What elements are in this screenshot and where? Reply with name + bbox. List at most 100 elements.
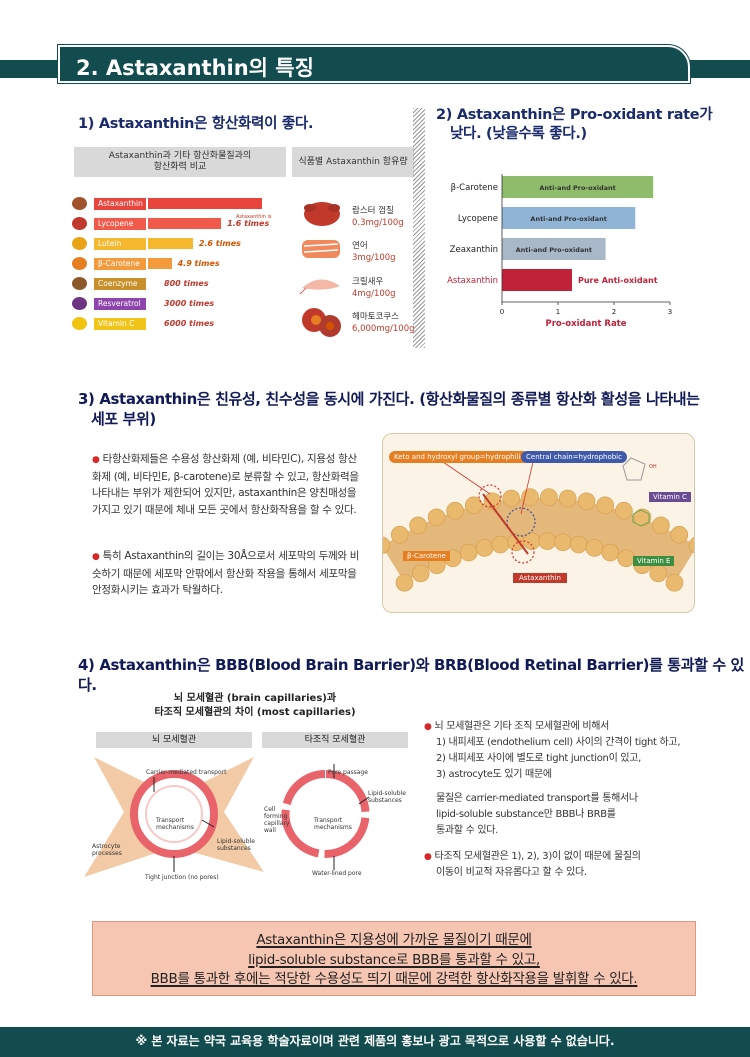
sec2-title-line1: 2) Astaxanthin은 Pro-oxidant rate가 bbox=[436, 107, 713, 123]
food-name: 헤마토코쿠스 bbox=[352, 312, 399, 322]
membrane-diagram: OH Keto and hydroxyl group=hydrophilic C… bbox=[382, 433, 695, 613]
lipid-head bbox=[521, 488, 539, 506]
other-capillary-ring bbox=[281, 770, 370, 858]
antioxidant-bar bbox=[148, 258, 172, 269]
lbl-text: substances bbox=[368, 797, 402, 804]
compare-header: Astaxanthin과 기타 항산화물질과의 항산화력 비교 bbox=[74, 147, 286, 177]
compare-header-line2: 항산화력 비교 bbox=[153, 162, 207, 172]
food-amount: 6,000mg/100g bbox=[352, 324, 415, 334]
lipid-head bbox=[411, 564, 430, 583]
antioxidant-bar bbox=[148, 198, 263, 209]
lbl-text: Transport bbox=[156, 817, 185, 824]
bbb-line4: 물질은 carrier-mediated transport를 통해서나 bbox=[436, 793, 638, 804]
antioxidant-value: 6000 times bbox=[164, 319, 215, 328]
bbb-line2: 2) 내피세포 사이에 별도로 tight junction이 있고, bbox=[436, 753, 642, 764]
label-keto: Keto and hydroxyl group=hydrophilic bbox=[389, 451, 530, 463]
lipid-head bbox=[464, 496, 483, 515]
label-vitamin-c: Vitamin C bbox=[649, 492, 691, 502]
lipid-head bbox=[670, 525, 689, 544]
pro-oxidant-bar bbox=[502, 176, 654, 198]
lbl-water: Water-lined pore bbox=[312, 870, 362, 877]
astaxanthin-molecule bbox=[482, 493, 529, 555]
lipid-head bbox=[483, 492, 502, 511]
antioxidant-label: Lycopene bbox=[94, 218, 146, 230]
lipid-head bbox=[601, 543, 620, 562]
bar-data-label: Anti-and Pro-oxidant bbox=[530, 215, 606, 223]
lipid-head bbox=[502, 489, 521, 508]
lbl-text: substances bbox=[217, 845, 251, 852]
bar-data-label: Anti-and Pro-oxidant bbox=[516, 246, 592, 254]
lbl-pore: Pore passage bbox=[328, 769, 368, 776]
vitamin-c-structure-icon: OH bbox=[622, 457, 657, 481]
keto-circle bbox=[478, 484, 502, 508]
antioxidant-value: 1.6 times bbox=[227, 219, 270, 228]
antioxidant-image bbox=[72, 217, 87, 230]
x-axis-title: Pro-oxidant Rate bbox=[545, 319, 626, 329]
lbl-carrier: Carrier-mediated transport bbox=[146, 769, 227, 776]
bar-data-label: Anti-and Pro-oxidant bbox=[539, 184, 615, 192]
lipid-head bbox=[585, 539, 604, 557]
antioxidant-image bbox=[72, 237, 87, 250]
x-tick-label: 1 bbox=[556, 308, 560, 316]
lipid-head bbox=[459, 543, 478, 562]
category-label: β-Carotene bbox=[451, 183, 498, 193]
antioxidant-label: Vitamin C bbox=[94, 318, 146, 330]
bilayer-band bbox=[383, 498, 694, 582]
lbl-transport-brain: Transport mechanisms bbox=[156, 817, 194, 831]
other-cap-line1: 타조직 모세혈관은 1), 2), 3)이 없이 때문에 물질의 bbox=[434, 851, 641, 862]
antioxidant-image bbox=[72, 257, 87, 270]
lbl-lipid-other: Lipid-soluble substances bbox=[368, 790, 406, 804]
salmon-image bbox=[302, 240, 340, 258]
antioxidant-image bbox=[72, 297, 87, 310]
antioxidant-bar bbox=[148, 238, 193, 249]
sec3-para2: ● 특히 Astaxanthin의 길이는 30Å으로서 세포막의 두께와 비슷… bbox=[92, 548, 364, 599]
capillary-diagram bbox=[84, 757, 370, 877]
sec1-title: 1) Astaxanthin은 항산화력이 좋다. bbox=[78, 116, 314, 132]
food-krill: 크릴새우 4mg/100g bbox=[352, 276, 396, 300]
capillary-figure-title: 뇌 모세혈관 (brain capillaries)과 타조직 모세혈관의 차이… bbox=[120, 692, 390, 720]
other-capillary-header: 타조직 모세혈관 bbox=[262, 732, 408, 748]
lbl-text: mechanisms bbox=[156, 824, 194, 831]
lbl-astrocyte: Astrocyte processes bbox=[92, 843, 122, 857]
bullet-icon: ● bbox=[92, 455, 100, 465]
other-cap-line2: 이동이 비교적 자유롭다고 할 수 있다. bbox=[436, 867, 587, 878]
food-name: 연어 bbox=[352, 241, 368, 251]
food-haematococcus: 헤마토코쿠스 6,000mg/100g bbox=[352, 311, 415, 335]
brain-arrows bbox=[153, 777, 215, 828]
keto-circle-bottom bbox=[511, 540, 535, 564]
pro-oxidant-bar bbox=[502, 207, 636, 229]
sec2-title-line2: 낮다. (낮을수록 좋다.) bbox=[450, 126, 587, 142]
haematococcus-image bbox=[302, 308, 341, 337]
food-illustrations bbox=[299, 202, 341, 337]
compare-header-line1: Astaxanthin과 기타 항산화물질과의 bbox=[108, 151, 252, 161]
bbb-head-row: ● 뇌 모세혈관은 기타 조직 모세혈관에 비해서 bbox=[424, 719, 724, 735]
astax-note: Astaxanthin is bbox=[236, 214, 272, 220]
bullet-icon: ● bbox=[92, 552, 100, 562]
category-label: Zeaxanthin bbox=[450, 245, 498, 255]
pro-oxidant-chart: β-Carotene Anti-and Pro-oxidant Lycopene An… bbox=[447, 174, 672, 329]
conclusion-line2: lipid-soluble substance로 BBB를 통과할 수 있고, bbox=[248, 951, 540, 968]
lbl-text: wall bbox=[264, 827, 276, 834]
sec3-para1: ● 타항산화제들은 수용성 항산화제 (예, 비타민C), 지용성 항산화제 (… bbox=[92, 451, 364, 518]
pointer-lines bbox=[442, 461, 534, 515]
pro-oxidant-bar bbox=[502, 269, 572, 291]
label-astaxanthin: Astaxanthin bbox=[513, 573, 567, 583]
lipid-head bbox=[558, 489, 577, 508]
sec3-title: 3) Astaxanthin은 친유성, 친수성을 동시에 가진다. (항산화물… bbox=[78, 389, 718, 429]
lbl-text: Lipid-soluble bbox=[368, 790, 406, 797]
bbb-head: 뇌 모세혈관은 기타 조직 모세혈관에 비해서 bbox=[434, 721, 610, 732]
lipid-head bbox=[540, 488, 558, 506]
label-vitamin-e: Vitamin E bbox=[633, 556, 675, 566]
bbb-explanation: ● 뇌 모세혈관은 기타 조직 모세혈관에 비해서 1) 내피세포 (endot… bbox=[424, 719, 724, 881]
pro-oxidant-bar bbox=[502, 238, 606, 260]
antioxidant-value: 3000 times bbox=[164, 299, 215, 308]
antioxidant-image bbox=[72, 277, 87, 290]
antioxidant-label: β-Carotene bbox=[94, 258, 146, 270]
category-label: Lycopene bbox=[458, 214, 498, 224]
food-amount: 3mg/100g bbox=[352, 253, 396, 263]
lipid-head bbox=[538, 532, 557, 550]
lipid-head bbox=[615, 501, 633, 520]
lobster-shell-image bbox=[304, 202, 340, 226]
conclusion-box: Astaxanthin은 지용성에 가까운 물질이기 때문에 lipid-sol… bbox=[92, 921, 696, 996]
other-arrows bbox=[333, 764, 370, 870]
